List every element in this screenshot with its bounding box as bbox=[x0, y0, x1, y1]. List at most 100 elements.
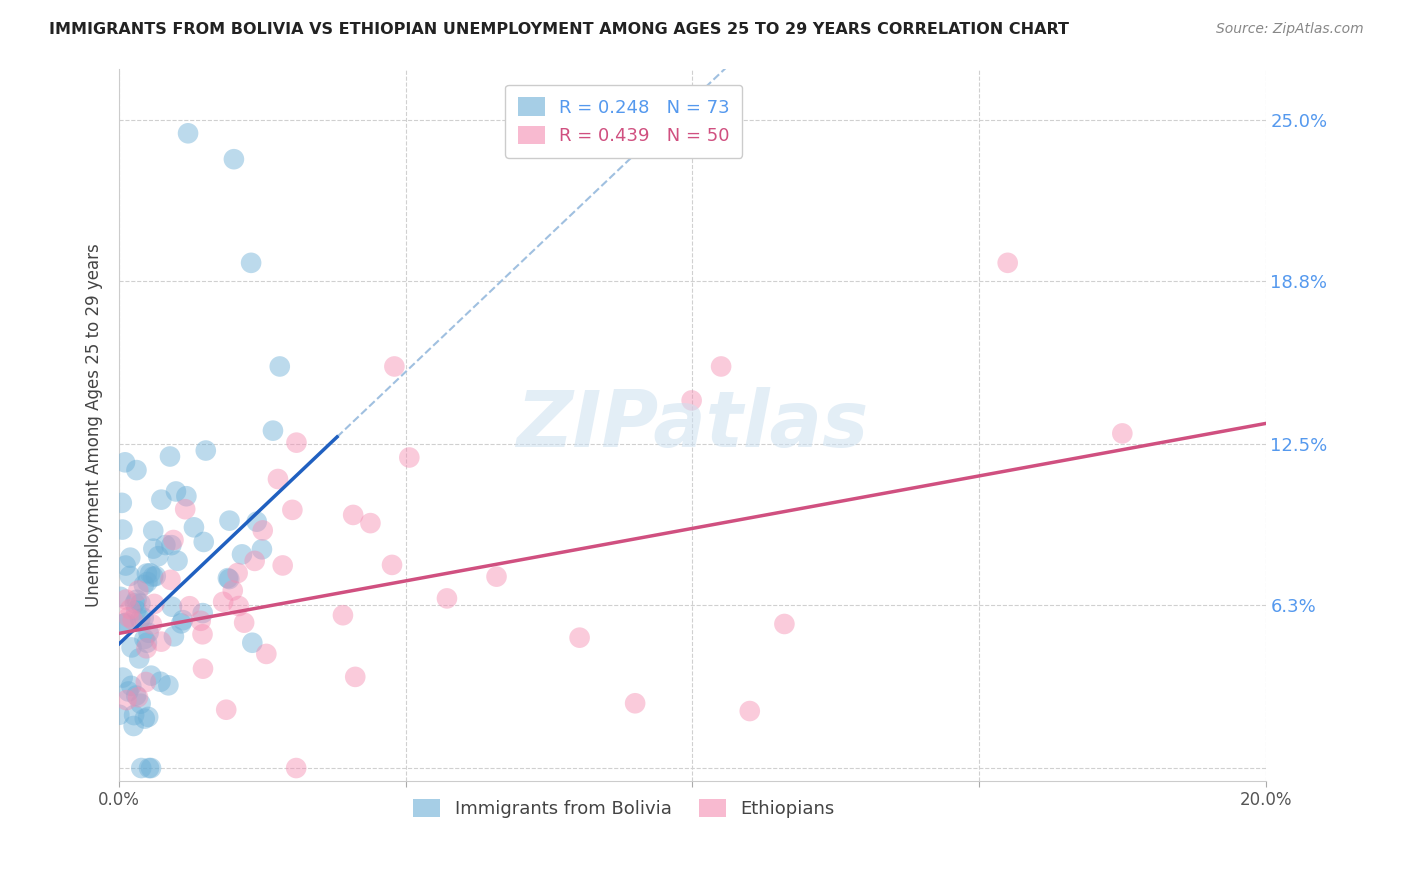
Point bbox=[218, 514, 240, 528]
Point bbox=[240, 636, 263, 650]
Point bbox=[398, 450, 420, 465]
Point bbox=[150, 492, 173, 507]
Point bbox=[281, 503, 304, 517]
Point bbox=[174, 502, 197, 516]
Point bbox=[135, 641, 157, 656]
Point bbox=[262, 424, 284, 438]
Point bbox=[179, 599, 201, 614]
Point bbox=[122, 708, 145, 723]
Point bbox=[135, 675, 157, 690]
Point bbox=[285, 435, 308, 450]
Point bbox=[127, 583, 149, 598]
Point bbox=[160, 599, 183, 614]
Point bbox=[111, 496, 134, 510]
Point bbox=[141, 668, 163, 682]
Point bbox=[150, 634, 173, 648]
Point bbox=[177, 126, 200, 140]
Point bbox=[125, 463, 148, 477]
Text: ZIPatlas: ZIPatlas bbox=[516, 387, 869, 463]
Point bbox=[267, 472, 290, 486]
Point bbox=[172, 613, 194, 627]
Point bbox=[120, 679, 142, 693]
Point bbox=[120, 550, 142, 565]
Point bbox=[124, 596, 146, 610]
Point bbox=[115, 693, 138, 707]
Point bbox=[190, 614, 212, 628]
Point bbox=[231, 547, 253, 561]
Y-axis label: Unemployment Among Ages 25 to 29 years: Unemployment Among Ages 25 to 29 years bbox=[86, 243, 103, 607]
Point bbox=[681, 393, 703, 408]
Point bbox=[111, 671, 134, 685]
Point bbox=[115, 592, 138, 607]
Point bbox=[149, 674, 172, 689]
Point bbox=[568, 631, 591, 645]
Point bbox=[112, 616, 135, 631]
Point bbox=[117, 610, 139, 624]
Point bbox=[176, 489, 198, 503]
Point bbox=[120, 602, 142, 616]
Point bbox=[212, 595, 235, 609]
Point bbox=[240, 256, 263, 270]
Point bbox=[127, 690, 149, 705]
Point bbox=[166, 554, 188, 568]
Point bbox=[191, 606, 214, 620]
Point bbox=[332, 608, 354, 623]
Point bbox=[136, 710, 159, 724]
Point bbox=[122, 719, 145, 733]
Point bbox=[243, 554, 266, 568]
Point bbox=[246, 515, 269, 529]
Point bbox=[193, 535, 215, 549]
Point bbox=[142, 569, 165, 583]
Point bbox=[710, 359, 733, 374]
Point bbox=[162, 533, 184, 547]
Point bbox=[111, 523, 134, 537]
Point bbox=[142, 524, 165, 538]
Point bbox=[191, 627, 214, 641]
Point bbox=[159, 450, 181, 464]
Point bbox=[139, 566, 162, 581]
Point bbox=[233, 615, 256, 630]
Point bbox=[141, 617, 163, 632]
Point bbox=[108, 707, 131, 722]
Point bbox=[155, 538, 177, 552]
Point bbox=[139, 761, 162, 775]
Point bbox=[160, 538, 183, 552]
Point bbox=[129, 697, 152, 711]
Point bbox=[128, 651, 150, 665]
Point bbox=[163, 629, 186, 643]
Point bbox=[129, 597, 152, 611]
Point bbox=[165, 484, 187, 499]
Text: IMMIGRANTS FROM BOLIVIA VS ETHIOPIAN UNEMPLOYMENT AMONG AGES 25 TO 29 YEARS CORR: IMMIGRANTS FROM BOLIVIA VS ETHIOPIAN UNE… bbox=[49, 22, 1069, 37]
Point bbox=[194, 443, 217, 458]
Point bbox=[485, 569, 508, 583]
Point bbox=[170, 616, 193, 631]
Point bbox=[148, 549, 170, 564]
Point bbox=[125, 592, 148, 607]
Point bbox=[134, 712, 156, 726]
Point bbox=[271, 558, 294, 573]
Point bbox=[138, 761, 160, 775]
Point bbox=[226, 566, 249, 580]
Point bbox=[138, 625, 160, 640]
Point bbox=[254, 647, 277, 661]
Point bbox=[142, 541, 165, 556]
Point bbox=[129, 612, 152, 626]
Point bbox=[344, 670, 367, 684]
Point bbox=[118, 569, 141, 583]
Point bbox=[145, 569, 167, 583]
Point bbox=[269, 359, 291, 374]
Point bbox=[110, 590, 132, 604]
Point bbox=[381, 558, 404, 572]
Point bbox=[157, 678, 180, 692]
Point bbox=[285, 761, 308, 775]
Point bbox=[252, 524, 274, 538]
Point bbox=[114, 455, 136, 469]
Point bbox=[183, 520, 205, 534]
Point bbox=[135, 636, 157, 650]
Point bbox=[738, 704, 761, 718]
Point bbox=[132, 611, 155, 625]
Point bbox=[114, 558, 136, 573]
Legend: Immigrants from Bolivia, Ethiopians: Immigrants from Bolivia, Ethiopians bbox=[406, 791, 842, 825]
Point bbox=[342, 508, 364, 522]
Point bbox=[136, 574, 159, 589]
